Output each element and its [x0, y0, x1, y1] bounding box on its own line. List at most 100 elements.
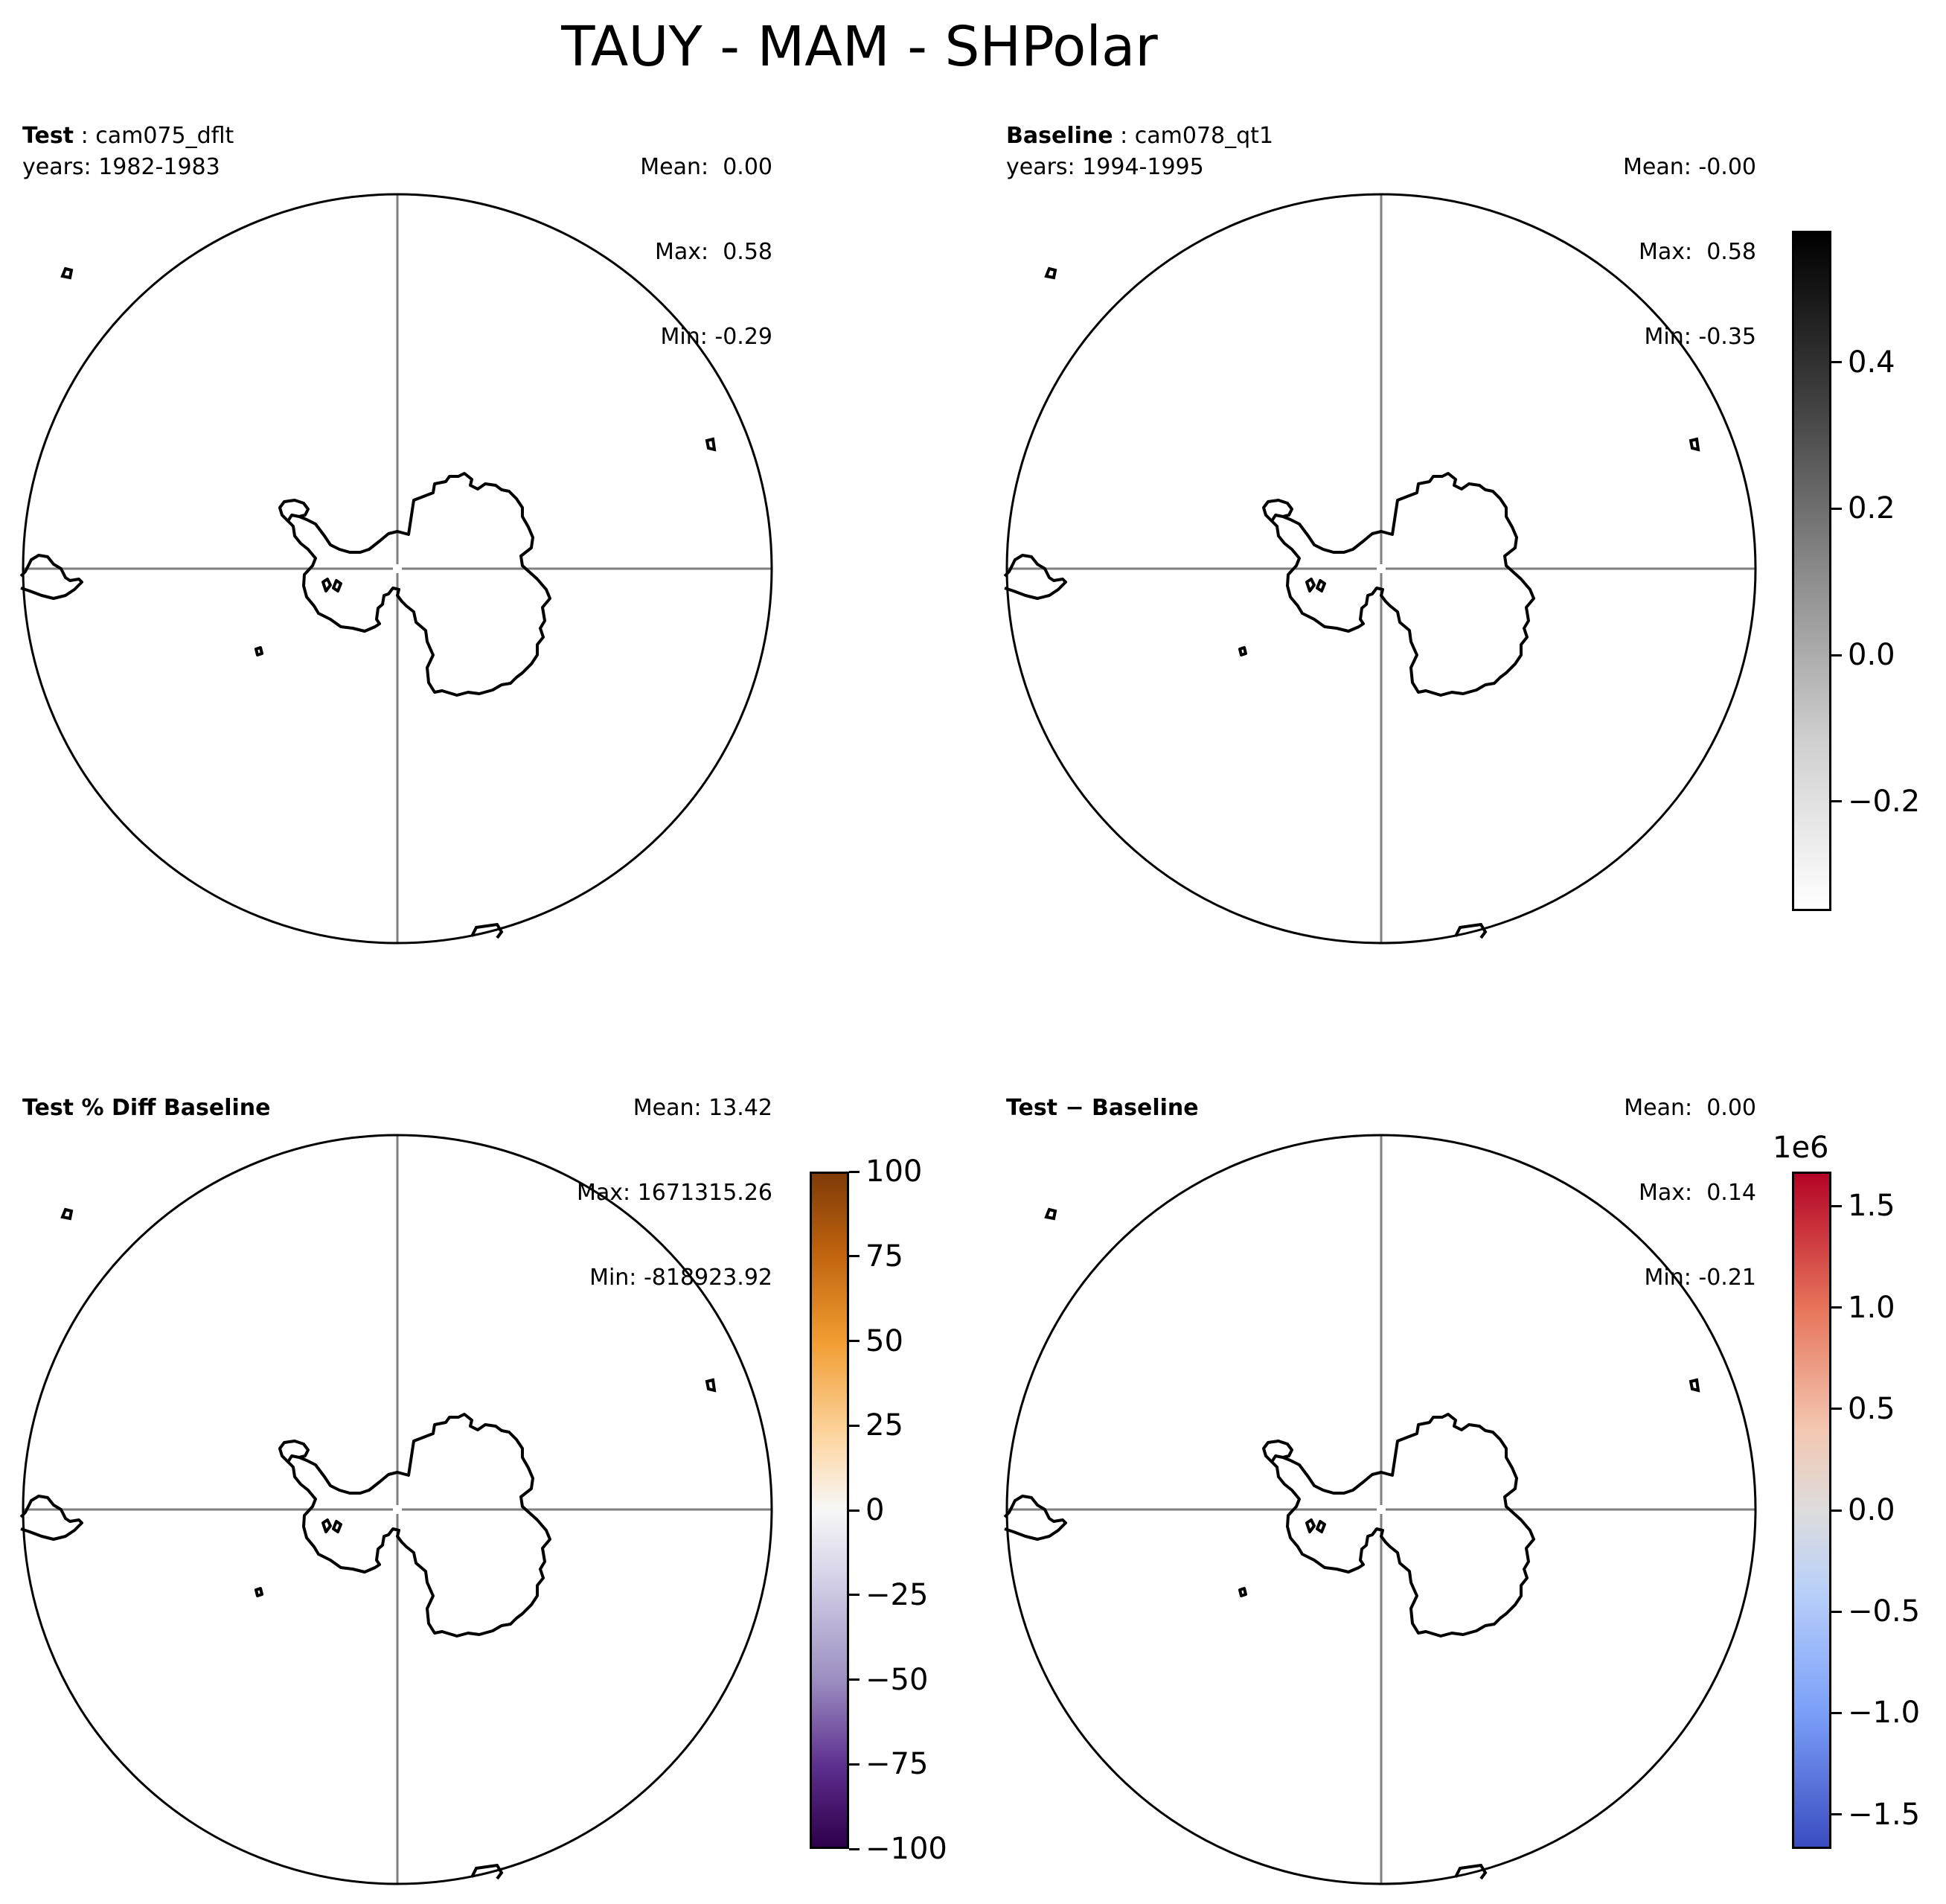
coolwarm-offset-label: 1e6: [1773, 1131, 1829, 1165]
pctdiff-island-outline: [332, 1520, 342, 1533]
diff-peninsula-outline: [1262, 1440, 1293, 1463]
baseline-polar-map: [1003, 193, 1757, 945]
diff-stats: Mean: 0.00 Max: 0.14 Min: -0.21: [1460, 1038, 1756, 1320]
puor-colorbar-tick-label: −50: [865, 1662, 929, 1697]
coolwarm-colorbar-tick-label: 0.5: [1848, 1391, 1895, 1426]
baseline-island-outline: [1238, 646, 1247, 657]
diff-pole-marker: [1377, 1505, 1386, 1514]
test-years: years: 1982-1983: [22, 154, 220, 180]
test-label-bold: Test: [22, 123, 74, 149]
diff-africa-coastline: [1454, 1863, 1488, 1880]
baseline-label: Baseline : cam078_qt1: [1006, 122, 1273, 150]
diff-antarctica-coastline: [1238, 1413, 1535, 1638]
test-max: Max: 0.58: [655, 239, 772, 265]
gray-colorbar-tick: [1831, 654, 1842, 657]
coolwarm-colorbar-tick: [1831, 1610, 1842, 1613]
diff-kerguelen-outline: [1689, 1378, 1700, 1393]
test-kerguelen-outline: [705, 437, 717, 452]
baseline-africa-coastline: [1454, 922, 1488, 939]
diff-island-outline: [1305, 1518, 1316, 1533]
puor-colorbar-tick: [849, 1594, 860, 1597]
puor-colorbar-tick-label: 100: [865, 1154, 923, 1189]
coolwarm-colorbar-tick: [1831, 1711, 1842, 1714]
test-map-boundary: [22, 193, 773, 945]
coolwarm-colorbar-tick: [1831, 1408, 1842, 1411]
pctdiff-label-bold: Test % Diff Baseline: [22, 1095, 271, 1121]
pctdiff-peninsula-outline: [278, 1440, 310, 1463]
gray-colorbar-tick: [1831, 800, 1842, 803]
baseline-label-bold: Baseline: [1006, 123, 1113, 149]
puor-colorbar-tick: [849, 1424, 860, 1427]
test-case-name: : cam075_dflt: [74, 123, 234, 149]
gray-colorbar: [1792, 231, 1831, 911]
puor-colorbar: [810, 1172, 849, 1849]
pctdiff-pole-marker: [393, 1505, 402, 1514]
baseline-max: Max: 0.58: [1639, 239, 1756, 265]
test-pole-marker: [393, 564, 402, 573]
diff-island-outline: [1238, 1587, 1247, 1597]
gray-colorbar-tick-label: −0.2: [1848, 784, 1921, 819]
test-south-america-coastline: [19, 554, 83, 600]
baseline-mean: Mean: -0.00: [1622, 154, 1756, 180]
coolwarm-colorbar-tick-label: −0.5: [1848, 1594, 1921, 1629]
baseline-island-outline: [1316, 579, 1326, 592]
diff-antarctica-outline: [1270, 1413, 1535, 1638]
puor-colorbar-tick-label: −75: [865, 1747, 929, 1782]
coolwarm-colorbar-tick: [1831, 1204, 1842, 1207]
test-falklands-outline: [60, 266, 74, 280]
pctdiff-label: Test % Diff Baseline: [22, 1094, 271, 1122]
baseline-peninsula-outline: [1262, 499, 1293, 523]
diff-label-bold: Test − Baseline: [1006, 1095, 1199, 1121]
coolwarm-colorbar-tick-label: −1.5: [1848, 1797, 1921, 1832]
coolwarm-colorbar-tick: [1831, 1509, 1842, 1512]
coolwarm-colorbar-tick: [1831, 1813, 1842, 1816]
puor-colorbar-tick-label: 75: [865, 1239, 903, 1274]
baseline-antarctica-outline: [1270, 472, 1535, 697]
puor-colorbar-tick-label: −100: [865, 1832, 947, 1866]
test-stats: Mean: 0.00 Max: 0.58 Min: -0.29: [476, 97, 772, 380]
coolwarm-colorbar-tick-label: 1.0: [1848, 1290, 1895, 1325]
test-mean: Mean: 0.00: [640, 154, 772, 180]
pctdiff-map-boundary: [22, 1134, 773, 1885]
puor-colorbar-tick-label: 50: [865, 1323, 903, 1358]
baseline-island-outline: [1305, 578, 1316, 592]
pctdiff-max: Max: 1671315.26: [577, 1180, 772, 1206]
pctdiff-africa-coastline: [470, 1863, 504, 1880]
coolwarm-colorbar-tick-label: −1.0: [1848, 1696, 1921, 1731]
pctdiff-antarctica-outline: [287, 1413, 551, 1638]
test-island-outline: [255, 646, 263, 657]
puor-colorbar-tick: [849, 1763, 860, 1766]
puor-colorbar-tick: [849, 1847, 860, 1850]
diff-island-outline: [1316, 1520, 1326, 1533]
puor-colorbar-tick: [849, 1170, 860, 1173]
test-antarctica-coastline: [255, 472, 551, 697]
diff-label: Test − Baseline: [1006, 1094, 1199, 1122]
baseline-south-america-coastline: [1003, 554, 1067, 600]
pctdiff-stats: Mean: 13.42 Max: 1671315.26 Min: -818923…: [476, 1038, 772, 1320]
diff-map-boundary: [1005, 1134, 1757, 1885]
pctdiff-polar-map: [19, 1134, 773, 1885]
pctdiff-south-america-coastline: [19, 1495, 83, 1541]
pctdiff-antarctica-coastline: [255, 1413, 551, 1638]
baseline-falklands-outline: [1044, 266, 1057, 280]
test-africa-coastline: [470, 922, 504, 939]
pctdiff-falklands-outline: [60, 1207, 74, 1221]
puor-colorbar-tick-label: −25: [865, 1577, 929, 1612]
baseline-years: years: 1994-1995: [1006, 154, 1204, 180]
diff-south-america-coastline: [1003, 1495, 1067, 1541]
puor-colorbar-tick: [849, 1509, 860, 1512]
gray-colorbar-tick: [1831, 361, 1842, 364]
gray-colorbar-tick-label: 0.2: [1848, 491, 1895, 526]
coolwarm-colorbar-tick-label: 1.5: [1848, 1189, 1895, 1224]
puor-colorbar-tick: [849, 1678, 860, 1681]
pctdiff-island-outline: [321, 1518, 332, 1533]
gray-colorbar-tick-label: 0.4: [1848, 345, 1895, 380]
test-label: Test : cam075_dflt: [22, 122, 234, 150]
baseline-stats: Mean: -0.00 Max: 0.58 Min: -0.35: [1460, 97, 1756, 380]
baseline-pole-marker: [1377, 564, 1386, 573]
diff-polar-map: [1003, 1134, 1757, 1885]
diff-max: Max: 0.14: [1639, 1180, 1756, 1206]
puor-colorbar-tick: [849, 1255, 860, 1258]
test-island-outline: [332, 579, 342, 592]
pctdiff-min: Min: -818923.92: [589, 1265, 772, 1291]
